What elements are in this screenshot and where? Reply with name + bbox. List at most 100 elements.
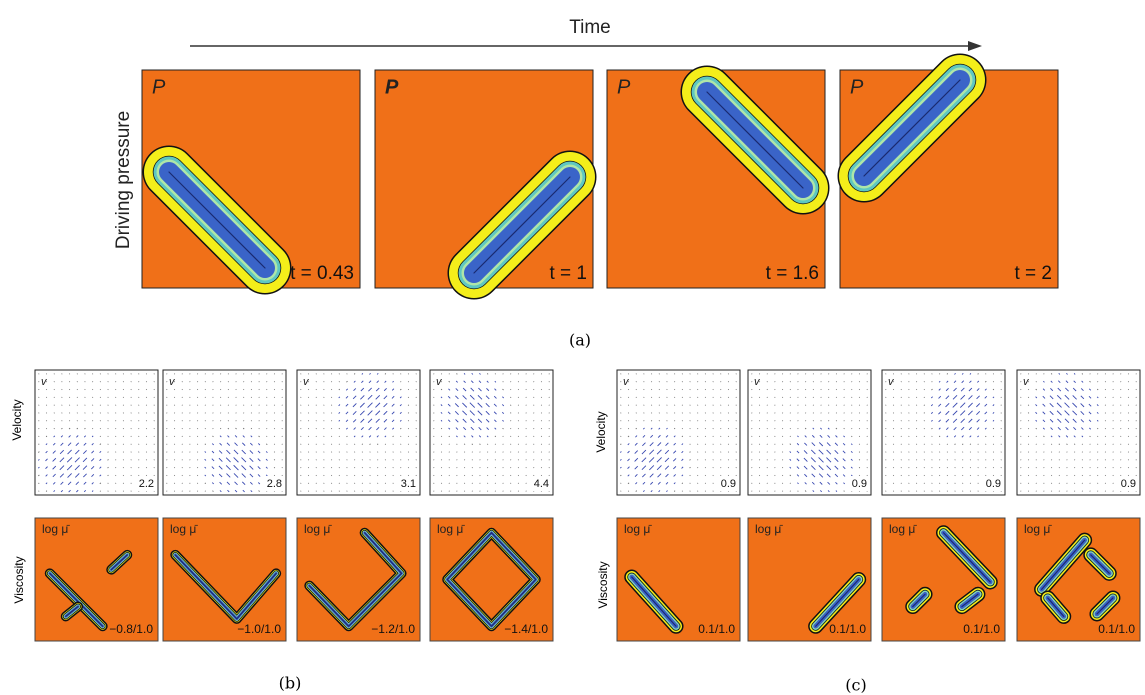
velocity-arrow [454, 410, 459, 415]
velocity-arrow [548, 459, 550, 461]
velocity-arrow [90, 465, 95, 470]
velocity-arrow [727, 396, 730, 398]
velocity-arrow [992, 459, 995, 461]
frame-bg [162, 369, 287, 496]
velocity-arrow [673, 450, 677, 454]
velocity-arrow [992, 412, 995, 414]
velocity-arrow [969, 435, 972, 438]
velocity-arrow [812, 420, 814, 422]
velocity-arrow [1097, 373, 1099, 375]
velocity-arrow [1058, 443, 1061, 445]
velocity-arrow [843, 373, 845, 375]
velocity-arrow [781, 451, 784, 453]
velocity-arrow [212, 490, 214, 492]
velocity-arrow [501, 411, 505, 415]
velocity-arrow [281, 474, 283, 477]
velocity-arrow [1072, 418, 1077, 423]
velocity-arrow [250, 412, 253, 414]
velocity-arrow [153, 412, 155, 414]
velocity-arrow [1097, 474, 1099, 477]
velocity-arrow [892, 373, 895, 375]
velocity-arrow [812, 396, 814, 398]
velocity-arrow [892, 474, 895, 477]
velocity-arrow [407, 467, 410, 469]
velocity-arrow [540, 404, 543, 406]
velocity-arrow [885, 373, 887, 375]
velocity-arrow [204, 420, 206, 422]
velocity-arrow [923, 396, 925, 398]
velocity-arrow [960, 387, 965, 392]
velocity-arrow [323, 474, 325, 477]
velocity-arrow [712, 435, 714, 438]
velocity-arrow [766, 420, 768, 422]
velocity-arrow [1000, 459, 1002, 461]
velocity-arrow [99, 381, 101, 383]
velocity-arrow [641, 457, 647, 463]
velocity-arrow [751, 420, 753, 422]
velocity-arrow [448, 467, 450, 469]
velocity-arrow [307, 404, 310, 406]
velocity-arrow [665, 473, 669, 478]
velocity-arrow [650, 490, 653, 493]
velocity-arrow [1074, 459, 1076, 461]
contour [308, 532, 403, 627]
velocity-arrow [962, 459, 964, 461]
velocity-arrow [166, 373, 168, 375]
velocity-arrow [433, 490, 435, 492]
velocity-arrow [952, 418, 958, 423]
velocity-arrow [122, 482, 125, 484]
velocity-arrow [1066, 467, 1068, 469]
velocity-arrow [189, 404, 191, 406]
velocity-arrow [627, 427, 630, 430]
velocity-arrow [843, 435, 846, 438]
velocity-arrow [153, 459, 155, 461]
velocity-arrow [384, 459, 387, 461]
velocity-arrow [858, 451, 861, 453]
velocity-arrow [533, 412, 535, 414]
velocity-arrow [353, 435, 356, 438]
velocity-arrow [774, 427, 776, 430]
velocity-arrow [954, 373, 956, 375]
velocity-arrow [415, 474, 417, 477]
velocity-arrow [122, 396, 125, 398]
velocity-arrow [315, 451, 317, 453]
velocity-arrow [478, 426, 482, 431]
velocity-arrow [130, 420, 132, 422]
velocity-arrow [1043, 482, 1045, 484]
velocity-arrow [938, 395, 942, 399]
velocity-arrow [53, 412, 55, 414]
velocity-arrow [697, 490, 699, 492]
frame-time: t = 0.43 [290, 263, 354, 284]
velocity-arrow [99, 373, 101, 375]
velocity-arrow [338, 459, 340, 461]
velocity-arrow [892, 388, 895, 391]
velocity-arrow [649, 465, 655, 471]
velocity-arrow [758, 467, 761, 469]
velocity-arrow [697, 427, 699, 430]
velocity-arrow [720, 373, 722, 375]
velocity-arrow [681, 466, 684, 469]
velocity-arrow [258, 396, 260, 398]
velocity-arrow [1127, 381, 1130, 383]
velocity-arrow [712, 404, 714, 406]
velocity-arrow [122, 474, 125, 477]
velocity-arrow [266, 443, 268, 445]
velocity-arrow [751, 373, 753, 375]
velocity-arrow [138, 427, 140, 430]
velocity-arrow [38, 490, 40, 492]
velocity-arrow [1073, 427, 1077, 431]
velocity-arrow [130, 373, 132, 375]
velocity-arrow [851, 396, 853, 398]
velocity-arrow [1127, 427, 1130, 430]
velocity-arrow [510, 490, 512, 492]
velocity-arrow [281, 459, 283, 461]
velocity-arrow [145, 404, 148, 406]
velocity-arrow [415, 420, 417, 422]
velocity-arrow [1043, 373, 1045, 375]
velocity-arrow [448, 443, 450, 445]
velocity-arrow [1027, 474, 1030, 477]
velocity-arrow [811, 434, 815, 438]
contour [65, 605, 79, 617]
velocity-arrow [1043, 435, 1045, 438]
velocity-arrow [1056, 395, 1062, 400]
